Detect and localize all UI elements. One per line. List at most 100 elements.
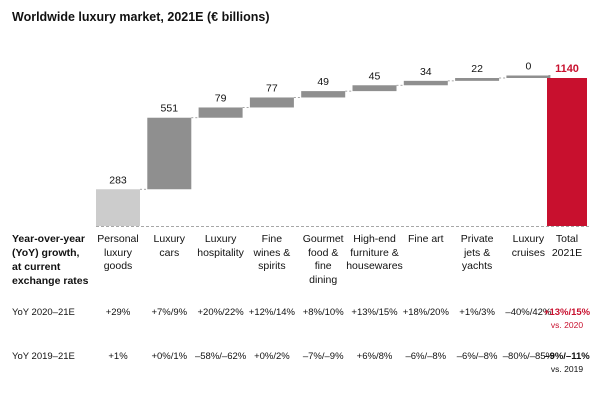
table-row-label: YoY 2019–21E [12, 351, 75, 362]
table-cell: +1%/3% [442, 307, 512, 319]
table-cell: –6%/–8% [391, 351, 461, 363]
table-cell: +1% [83, 351, 153, 363]
category-label-line: yachts [461, 260, 493, 272]
category-label-6: Fine art [396, 233, 456, 247]
table-cell-value: +0%/2% [254, 351, 290, 362]
bar-2 [198, 107, 243, 118]
table-cell-value: –40%/42% [505, 307, 552, 318]
category-label-3: Fine wines & spirits [242, 233, 302, 274]
category-label-line: fine [314, 260, 332, 272]
category-label-line: spirits [258, 260, 286, 272]
category-label-5: High-end furniture & housewares [345, 233, 405, 274]
table-cell: +8%/10% [288, 307, 358, 319]
category-label-9: Total 2021E [537, 233, 597, 260]
bar-9 [547, 78, 587, 226]
table-cell: +18%/20% [391, 307, 461, 319]
value-label-3: 77 [266, 82, 278, 94]
table-cell-value: +8%/10% [302, 307, 344, 318]
category-label-line: Luxury [204, 233, 237, 245]
category-label-line: Fine [261, 233, 283, 245]
table-cell: –6%/–8% [442, 351, 512, 363]
category-label-line: Luxury [153, 233, 186, 245]
category-label-line: Total [555, 233, 579, 245]
table-cell-value: +1% [108, 351, 128, 362]
table-header: Year-over-year (YoY) growth, at current exc… [12, 232, 97, 288]
table-cell-value: +29% [105, 307, 131, 318]
table-cell-value: –58%/–62% [194, 351, 247, 362]
table-cell-value: –9%/–11% [544, 351, 590, 362]
category-label-0: Personal luxury goods [88, 233, 148, 274]
category-label-line: Gourmet [302, 233, 344, 245]
table-cell: +13%/15% [340, 307, 410, 319]
category-label-line: jets & [463, 246, 491, 259]
category-label-line: cruises [511, 246, 546, 259]
table-cell-note: vs. 2019 [550, 364, 584, 374]
table-header-line: Year-over-year [12, 233, 85, 245]
value-label-6: 34 [420, 66, 432, 78]
value-label-2: 79 [215, 92, 227, 104]
category-label-line: dining [309, 273, 338, 286]
category-label-7: Private jets & yachts [447, 233, 507, 274]
category-label-2: Luxury hospitality [191, 233, 251, 260]
table-cell-value: +0%/1% [151, 351, 188, 362]
table-header-line: (YoY) growth, [12, 247, 80, 259]
bar-0 [96, 189, 140, 226]
category-label-8: Luxury cruises [498, 233, 558, 260]
category-label-line: High-end [353, 233, 396, 245]
table-cell-value: +1%/3% [459, 307, 495, 318]
table-cell-value: +13%/15% [351, 307, 398, 318]
table-cell-value: +6%/8% [356, 351, 393, 362]
table-cell: +12%/14% [237, 307, 307, 319]
category-label-line: hospitality [197, 246, 244, 259]
bar-1 [147, 117, 192, 190]
table-cell-value: +12%/14% [248, 307, 295, 318]
category-label-line: furniture & [350, 246, 399, 259]
table-cell: –58%/–62% [186, 351, 256, 363]
table-cell: –9%/–11% vs. 2019 [532, 351, 600, 375]
table-row-label: YoY 2020–21E [12, 307, 75, 318]
category-label-line: Luxury [512, 233, 545, 245]
value-label-7: 22 [471, 63, 483, 75]
bar-8 [506, 75, 551, 78]
table-cell: –80%/–85% [493, 351, 563, 363]
category-label-line: luxury [103, 246, 132, 259]
category-label-4: Gourmet food & fine dining [293, 233, 353, 287]
bar-7 [455, 78, 500, 81]
value-label-1: 551 [161, 103, 179, 115]
category-label-1: Luxury cars [139, 233, 199, 260]
category-label-line: Fine art [407, 233, 444, 245]
value-label-9: 1140 [555, 63, 579, 75]
table-cell: –7%/–9% [288, 351, 358, 363]
table-cell-value: –6%/–8% [405, 351, 447, 362]
table-header-line: exchange rates [12, 275, 89, 287]
category-label-line: 2021E [551, 246, 583, 259]
table-cell-value: –6%/–8% [456, 351, 498, 362]
table-cell: +13%/15% vs. 2020 [532, 307, 600, 331]
value-label-0: 283 [109, 174, 127, 186]
table-cell-note: vs. 2020 [550, 320, 584, 330]
table-cell: +6%/8% [340, 351, 410, 363]
table-cell-value: +7%/9% [151, 307, 188, 318]
category-label-line: Private [460, 233, 494, 245]
table-cell-value: +20%/22% [197, 307, 244, 318]
table-cell: +0%/1% [134, 351, 204, 363]
table-cell-value: –7%/–9% [302, 351, 344, 362]
chart-title: Worldwide luxury market, 2021E (€ billio… [12, 10, 270, 24]
value-label-5: 45 [369, 70, 381, 82]
table-cell: –40%/42% [493, 307, 563, 319]
table-cell: +7%/9% [134, 307, 204, 319]
category-label-line: Personal [97, 233, 139, 245]
table-cell-value: +13%/15% [543, 307, 591, 318]
category-label-line: wines & [253, 246, 291, 259]
table-cell: +29% [83, 307, 153, 319]
value-label-4: 49 [317, 76, 329, 88]
category-label-line: food & [308, 246, 339, 259]
category-label-line: cars [159, 246, 180, 259]
category-label-line: goods [103, 260, 133, 272]
table-cell-value: –80%/–85% [502, 351, 554, 362]
table-header-line: at current [12, 261, 61, 273]
value-label-8: 0 [525, 61, 531, 73]
table-cell: +0%/2% [237, 351, 307, 363]
